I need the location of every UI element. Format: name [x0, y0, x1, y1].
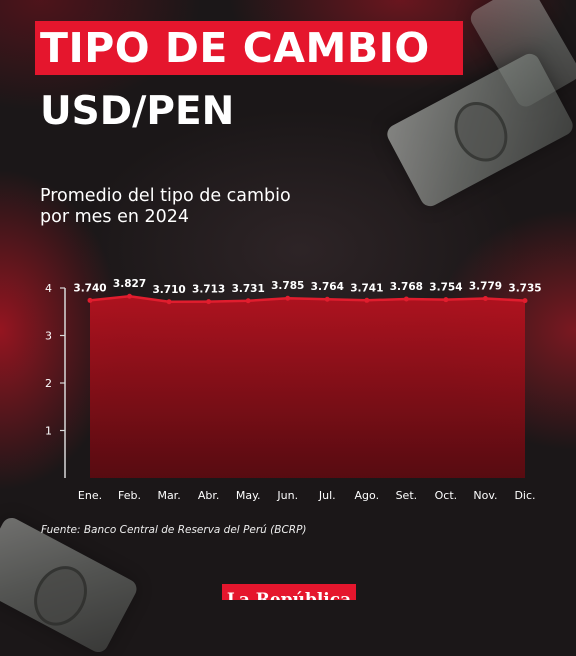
- chart-description-line-1: Promedio del tipo de cambio: [40, 186, 291, 206]
- brand-logo-text: La República: [226, 590, 352, 600]
- data-label: 3.764: [311, 281, 344, 293]
- data-point: [324, 296, 330, 302]
- y-tick-label: 4: [45, 282, 52, 295]
- exchange-rate-chart: 1 2 3 4 3.740 Ene. 3.827 Feb. 3.710 Mar. 3.713 Abr.…: [45, 278, 542, 502]
- x-tick-label: Oct.: [435, 489, 458, 502]
- data-point: [285, 295, 291, 301]
- data-label: 3.827: [113, 278, 146, 290]
- data-label: 3.710: [152, 284, 185, 296]
- data-label: 3.713: [192, 284, 225, 296]
- x-tick-label: Jul.: [318, 489, 336, 502]
- portrait-image: [444, 92, 518, 171]
- x-tick-label: Jun.: [276, 489, 298, 502]
- y-tick-label: 1: [45, 425, 52, 438]
- chart-description-line-2: por mes en 2024: [40, 207, 190, 227]
- data-label: 3.735: [508, 283, 541, 295]
- data-label: 3.741: [350, 282, 383, 294]
- title-banner: [35, 21, 463, 75]
- page-title: TIPO DE CAMBIO: [40, 24, 430, 72]
- page-subtitle: USD/PEN: [40, 89, 235, 134]
- x-tick-label: May.: [236, 489, 261, 502]
- data-point: [364, 297, 370, 303]
- data-label: 3.785: [271, 280, 304, 292]
- x-tick-label: Feb.: [118, 489, 141, 502]
- data-point: [87, 297, 93, 303]
- x-tick-label: Nov.: [473, 489, 497, 502]
- data-point: [245, 298, 251, 304]
- area-series: [90, 296, 525, 478]
- y-tick-label: 3: [45, 330, 52, 343]
- y-tick-label: 2: [45, 377, 52, 390]
- x-tick-label: Ago.: [355, 489, 380, 502]
- data-label: 3.754: [429, 282, 462, 294]
- x-tick-label: Mar.: [157, 489, 180, 502]
- data-point: [206, 299, 212, 305]
- line-series: [89, 294, 526, 304]
- data-label: 3.768: [390, 281, 423, 293]
- data-point: [403, 296, 409, 302]
- x-tick-label: Set.: [396, 489, 418, 502]
- data-point: [127, 293, 133, 299]
- data-point: [522, 298, 528, 304]
- chart-description: Promedio del tipo de cambio por mes en 2…: [40, 186, 360, 228]
- data-point: [166, 299, 172, 305]
- x-tick-label: Abr.: [198, 489, 220, 502]
- x-tick-label: Dic.: [514, 489, 535, 502]
- portrait-image: [23, 556, 98, 635]
- x-tick-label: Ene.: [78, 489, 102, 502]
- data-label: 3.779: [469, 280, 502, 292]
- data-label: 3.740: [73, 282, 106, 294]
- data-point: [482, 295, 488, 301]
- data-point: [443, 297, 449, 303]
- data-label: 3.731: [232, 283, 265, 295]
- brand-logo: La República: [222, 584, 356, 600]
- source-note: Fuente: Banco Central de Reserva del Per…: [41, 524, 307, 536]
